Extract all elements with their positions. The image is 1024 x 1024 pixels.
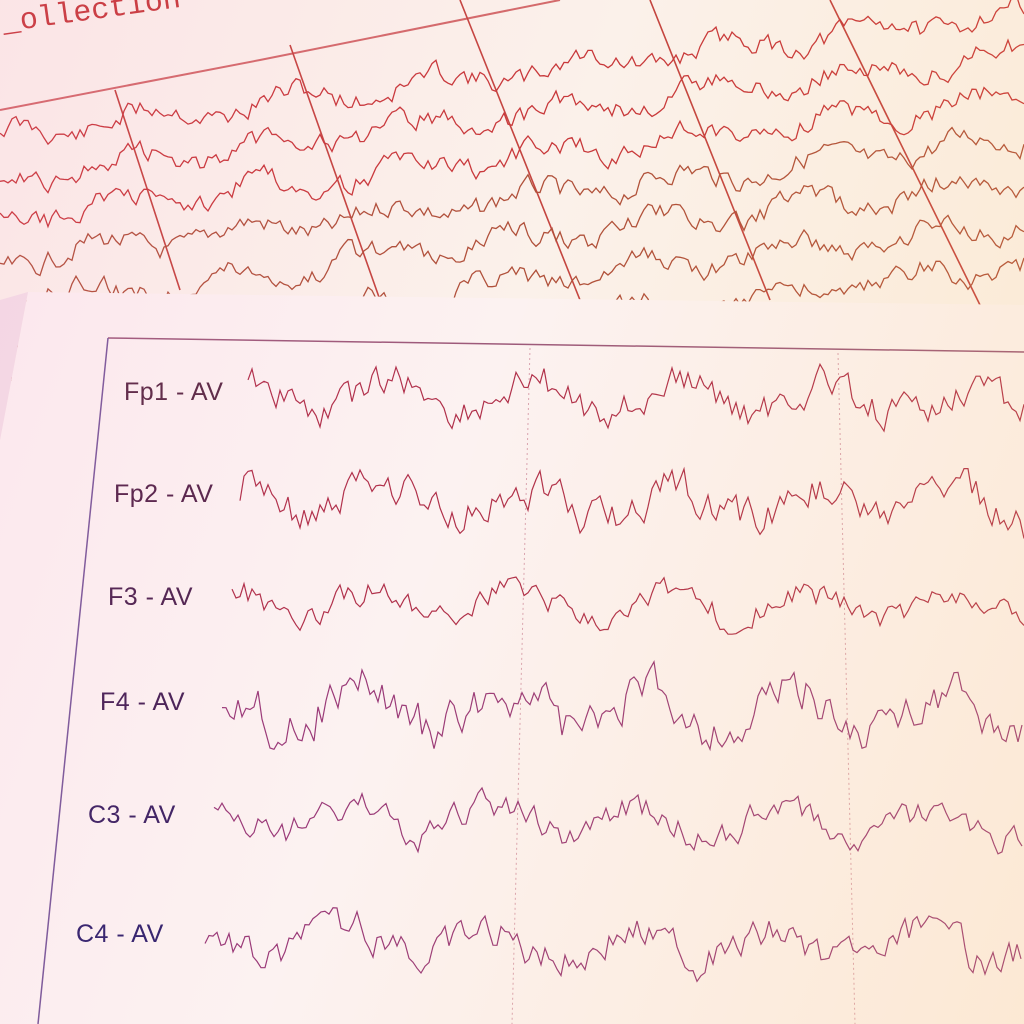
back-sheet-border [0,0,561,111]
channel-trace [213,786,1023,855]
back-gridline [114,89,181,291]
front-sheet-frame [107,337,1024,353]
channel-label: F4 - AV [100,688,186,716]
channel-trace [231,576,1024,635]
front-gridline [837,352,856,1024]
channel-trace [204,907,1022,983]
back-trace [0,126,1024,277]
back-trace [0,86,1024,229]
channel-label: C4 - AV [76,920,164,948]
back-trace [0,0,1024,146]
back-trace [0,38,1024,194]
back-gridline [649,0,771,301]
front-eeg-sheet [0,292,1024,1024]
channel-trace [221,659,1023,752]
back-gridline [289,44,381,301]
channel-label: F3 - AV [108,583,194,611]
channel-label: C3 - AV [88,801,176,829]
channel-trace [239,466,1024,539]
channel-label: Fp1 - AV [124,378,224,406]
front-sheet-traces [204,362,1024,983]
channel-trace [247,362,1024,433]
front-sheet-frame-left [37,337,109,1024]
channel-label: Fp2 - AV [114,480,214,508]
back-gridline [829,0,981,306]
